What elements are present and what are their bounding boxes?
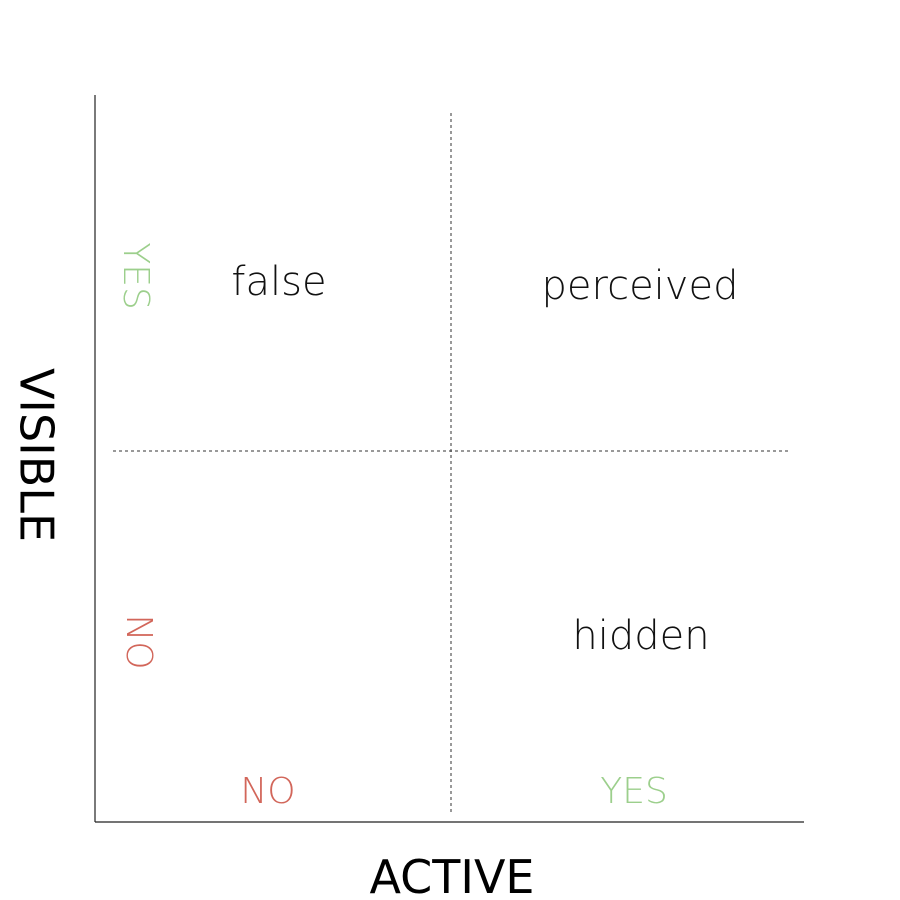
- y-tick-yes: YES: [115, 242, 156, 310]
- y-tick-no: NO: [118, 614, 159, 669]
- x-axis-title: ACTIVE: [370, 850, 535, 900]
- y-axis-title: VISIBLE: [10, 368, 64, 542]
- x-tick-yes: YES: [600, 771, 668, 812]
- quadrant-top-left-label: false: [231, 259, 326, 305]
- quadrant-bottom-right-label: hidden: [572, 613, 709, 659]
- x-tick-no: NO: [240, 771, 295, 812]
- quadrant-top-right-label: perceived: [542, 263, 739, 309]
